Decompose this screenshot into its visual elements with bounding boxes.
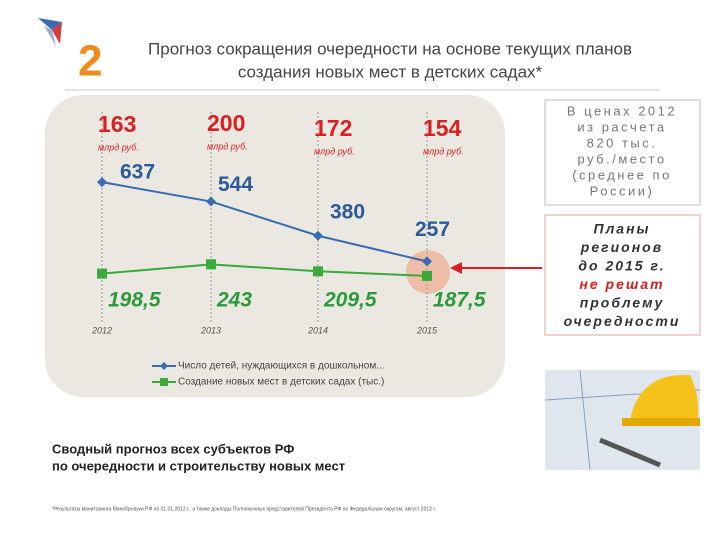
data-label: 209,5	[323, 289, 377, 312]
series-line	[101, 263, 428, 277]
marker	[313, 230, 323, 241]
x-tick-label: 2013	[200, 325, 221, 335]
price-text: руб./место	[577, 151, 666, 166]
cost-unit: млрд руб.	[98, 142, 139, 152]
data-label: 198,5	[108, 289, 161, 312]
marker	[422, 270, 432, 281]
price-text: (среднее по	[572, 167, 672, 182]
legend-marker	[160, 362, 168, 370]
cost-unit: млрд руб.	[314, 146, 355, 156]
price-text: В ценах 2012	[567, 103, 677, 118]
x-tick-label: 2015	[416, 325, 438, 335]
price-box	[544, 99, 701, 206]
chart-background	[45, 95, 505, 397]
cost-value: 163	[98, 111, 136, 137]
data-label: 380	[330, 200, 365, 223]
plans-text: не решат	[579, 276, 664, 292]
plans-box	[544, 214, 701, 336]
footnote: *Результаты мониторинга Минобрнауки РФ н…	[52, 505, 436, 512]
legend-marker	[160, 378, 168, 386]
plans-text: Планы	[594, 221, 651, 237]
cost-unit: млрд руб.	[207, 141, 248, 151]
plans-text: до 2015 г.	[578, 258, 665, 274]
price-text: из расчета	[577, 119, 666, 134]
price-text: России)	[590, 183, 655, 198]
marker	[206, 259, 216, 270]
data-label: 544	[218, 173, 253, 196]
x-tick-label: 2012	[91, 325, 112, 335]
data-label: 637	[120, 161, 155, 184]
legend-label: Создание новых мест в детских садах (тыс…	[178, 377, 384, 388]
marker	[97, 177, 107, 188]
photo	[544, 369, 701, 471]
slide-number: 2	[78, 37, 102, 86]
x-tick-label: 2014	[307, 325, 328, 335]
plans-text: проблему	[580, 295, 665, 311]
marker	[313, 266, 323, 277]
arrow-head	[450, 262, 462, 274]
series-line	[101, 181, 428, 263]
data-label: 257	[415, 218, 450, 241]
marker	[206, 196, 216, 207]
title-line: создания новых мест в детских садах*	[238, 62, 543, 81]
plans-text: очередности	[564, 313, 681, 329]
logo	[38, 18, 62, 46]
price-text: 820 тыс.	[587, 135, 658, 150]
plans-text: регионов	[580, 239, 663, 255]
summary: Сводный прогноз всех субъектов РФ	[52, 441, 294, 456]
marker	[422, 256, 432, 267]
cost-value: 172	[314, 115, 352, 141]
cost-value: 154	[423, 115, 462, 141]
legend-label: Число детей, нуждающихся в дошкольном...	[178, 361, 385, 372]
cost-unit: млрд руб.	[423, 146, 464, 156]
marker	[97, 268, 107, 279]
data-label: 243	[216, 289, 252, 312]
title-line: Прогноз сокращения очередности на основе…	[148, 39, 632, 58]
cost-value: 200	[207, 110, 245, 136]
summary: по очередности и строительству новых мес…	[52, 458, 345, 473]
data-label: 187,5	[433, 289, 486, 312]
